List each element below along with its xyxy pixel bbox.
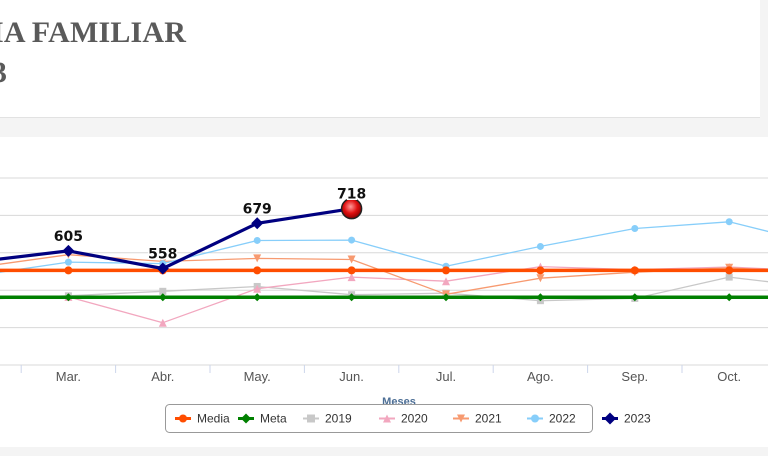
point-2022-oct[interactable] [725,218,733,226]
series-2021 [0,250,768,299]
point-meta-sep[interactable] [630,293,639,302]
legend-label: Media [197,412,230,426]
point-meta-mar[interactable] [64,293,73,302]
point-media-oct[interactable] [725,266,734,275]
report-header: IA FAMILIAR 3 [0,0,760,118]
series-line-2020 [0,265,768,324]
point-2022-sep[interactable] [631,224,639,232]
series-media [0,266,768,275]
chart-panel: Feb.Mar.Abr.May.Jun.Jul.Ago.Sep.Oct.Nov.… [0,137,768,447]
point-2022-may[interactable] [253,236,261,244]
legend-item-media[interactable]: Media [175,412,230,426]
data-labels: 605 558 679 718 [52,185,367,264]
legend-label: 2019 [325,412,352,426]
legend-marker-2019[interactable] [307,414,315,423]
legend-marker-meta[interactable] [241,413,251,424]
series-meta [0,293,768,302]
legend-label: 2023 [624,412,651,426]
x-tick-label: Oct. [717,369,741,384]
legend-label: 2022 [549,412,576,426]
point-2022-ago[interactable] [536,242,544,250]
legend-marker-media[interactable] [179,414,187,423]
legend: Media Meta 2019 2020 2021 2022 2023 [165,404,651,433]
x-tick-label: Abr. [151,369,174,384]
point-2022-mar[interactable] [64,258,72,266]
point-2021-jun[interactable] [347,255,356,264]
legend-item-2023[interactable]: 2023 [602,412,651,426]
legend-item-2021[interactable]: 2021 [453,412,502,426]
legend-marker-2023[interactable] [604,412,616,425]
point-media-sep[interactable] [630,266,639,275]
point-media-ago[interactable] [536,266,545,275]
x-tick-label: Ago. [527,369,554,384]
x-tick-label: Mar. [56,369,81,384]
x-tick-label: Sep. [621,369,648,384]
x-tick-label: May. [244,369,271,384]
data-label: 718 [337,187,366,203]
point-2023-abr[interactable] [156,262,169,275]
legend-marker-2022[interactable] [531,414,539,423]
point-2019-oct[interactable] [725,273,733,281]
point-2021-may[interactable] [253,254,262,263]
point-meta-ago[interactable] [536,293,545,302]
x-tick-label: Jul. [436,369,456,384]
x-tick-label: Jun. [339,369,364,384]
point-2020-abr[interactable] [158,318,167,327]
legend-item-2019[interactable]: 2019 [303,412,352,426]
data-label: 679 [243,201,272,217]
legend-label: Meta [260,412,287,426]
legend-item-2022[interactable]: 2022 [527,412,576,426]
legend-item-meta[interactable]: Meta [238,412,287,426]
x-axis-ticks: Feb.Mar.Abr.May.Jun.Jul.Ago.Sep.Oct.Nov. [20,365,741,384]
point-2022-jun[interactable] [348,236,356,244]
point-2021-ago[interactable] [536,274,545,283]
grid-lines [0,177,768,366]
point-2020-jul[interactable] [442,277,450,286]
highlighted-point[interactable] [340,197,363,220]
legend-item-2020[interactable]: 2020 [379,412,428,426]
point-2019-abr[interactable] [159,287,167,295]
point-meta-may[interactable] [253,293,262,302]
page-subtitle: 3 [0,56,7,90]
point-meta-oct[interactable] [725,293,734,302]
series-line-2022 [0,221,768,273]
point-media-jul[interactable] [442,266,450,275]
line-chart: Feb.Mar.Abr.May.Jun.Jul.Ago.Sep.Oct.Nov.… [0,177,768,433]
series-group [0,197,768,327]
point-2023-mar[interactable] [62,244,75,257]
legend-label: 2020 [401,412,428,426]
point-meta-abr[interactable] [158,293,167,302]
point-2023-may[interactable] [251,217,264,230]
point-media-may[interactable] [253,266,262,275]
data-label: 605 [54,229,83,245]
legend-label: 2021 [475,412,502,426]
point-meta-jun[interactable] [347,293,356,302]
page-title: IA FAMILIAR [0,16,187,49]
legend-marker-2021[interactable] [457,414,465,423]
point-media-mar[interactable] [64,266,73,275]
legend-marker-2020[interactable] [383,414,391,423]
point-media-jun[interactable] [347,266,356,275]
point-2020-may[interactable] [253,284,262,293]
point-meta-jul[interactable] [442,293,450,302]
point-2020-jun[interactable] [347,273,356,282]
data-label: 558 [148,247,177,263]
series-line-2019 [0,276,768,302]
